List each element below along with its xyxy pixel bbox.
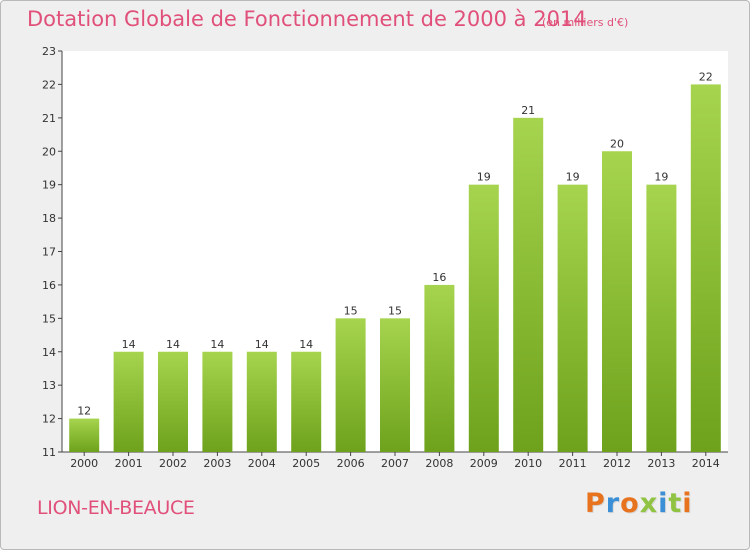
bar [380, 318, 410, 452]
bars: 12 14 14 14 14 14 15 15 16 19 21 19 20 19 22 [69, 70, 721, 453]
chart-title: Dotation Globale de Fonctionnement de 20… [27, 7, 587, 31]
x-tick-label: 2002 [159, 457, 187, 470]
bar [69, 418, 100, 452]
y-tick-label: 21 [42, 112, 56, 125]
y-tick-label: 13 [42, 379, 56, 392]
x-tick-label: 2012 [603, 457, 631, 470]
bar-value-label: 14 [299, 338, 313, 351]
bar [468, 184, 499, 452]
bar-value-label: 19 [566, 171, 580, 184]
bar-value-label: 19 [654, 171, 668, 184]
bar-value-label: 15 [344, 304, 358, 317]
x-tick-label: 2014 [692, 457, 720, 470]
bar-value-label: 21 [521, 104, 535, 117]
bar-value-label: 16 [432, 271, 446, 284]
proxiti-logo: Proxiti [585, 488, 693, 519]
x-tick-label: 2003 [203, 457, 231, 470]
x-tick-label: 2000 [70, 457, 98, 470]
chart-subtitle: (en milliers d'€) [542, 16, 629, 29]
brand-letter: P [585, 488, 606, 519]
bar-value-label: 14 [166, 338, 180, 351]
bar [113, 351, 144, 452]
x-tick-label: 2007 [381, 457, 409, 470]
bar-value-label: 15 [388, 304, 402, 317]
bar-value-label: 14 [122, 338, 136, 351]
bar-value-label: 22 [699, 70, 713, 83]
brand-letter: r [605, 488, 621, 519]
x-tick-label: 2005 [292, 457, 320, 470]
y-tick-label: 19 [42, 179, 56, 192]
x-tick-label: 2008 [425, 457, 453, 470]
y-tick-label: 17 [42, 246, 56, 259]
bar [557, 184, 588, 452]
bar [291, 351, 322, 452]
y-tick-label: 18 [42, 212, 56, 225]
bar [690, 84, 721, 453]
y-tick-label: 14 [42, 346, 56, 359]
bar-value-label: 19 [477, 171, 491, 184]
bar [424, 284, 455, 452]
brand-letter: i [658, 488, 669, 519]
bar-value-label: 14 [210, 338, 224, 351]
y-tick-label: 11 [42, 446, 56, 459]
bar [335, 318, 366, 452]
y-tick-label: 20 [42, 145, 56, 158]
brand-letter: x [639, 488, 659, 519]
y-tick-label: 16 [42, 279, 56, 292]
x-tick-label: 2006 [337, 457, 365, 470]
y-tick-label: 15 [42, 312, 56, 325]
x-tick-label: 2001 [115, 457, 143, 470]
brand-letter: t [668, 488, 683, 519]
brand-letter: o [620, 488, 640, 519]
y-tick-label: 22 [42, 78, 56, 91]
bar [202, 351, 233, 452]
y-axis: 11 12 13 14 15 16 17 18 19 20 21 22 23 [42, 45, 63, 459]
bar-value-label: 12 [77, 405, 91, 418]
x-tick-label: 2011 [559, 457, 587, 470]
x-tick-label: 2009 [470, 457, 498, 470]
brand-letter: i [682, 488, 693, 519]
commune-name: LION-EN-BEAUCE [37, 497, 195, 519]
x-tick-label: 2013 [647, 457, 675, 470]
y-tick-label: 12 [42, 413, 56, 426]
bar-value-label: 14 [255, 338, 269, 351]
bar-value-label: 20 [610, 137, 624, 150]
bar [602, 151, 632, 452]
x-axis: 2000 2001 2002 2003 2004 2005 2006 2007 2008 2009… [62, 451, 728, 470]
y-tick-label: 23 [42, 45, 56, 58]
bar [513, 117, 544, 452]
x-tick-label: 2004 [248, 457, 276, 470]
bar [158, 351, 188, 452]
bar [646, 184, 677, 452]
x-tick-label: 2010 [514, 457, 542, 470]
bar [246, 351, 277, 452]
